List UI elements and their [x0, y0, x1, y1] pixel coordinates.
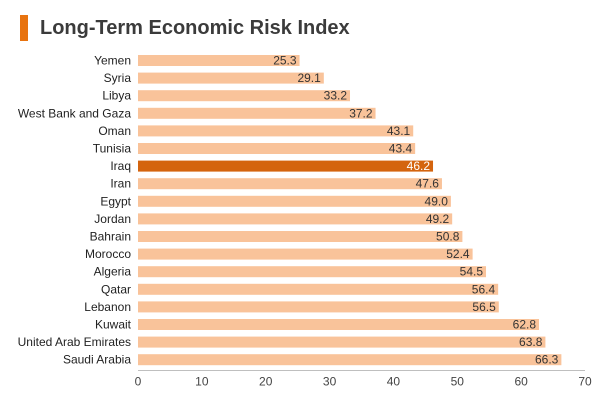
data-label: 62.8: [513, 318, 537, 332]
bar-jordan: [138, 213, 453, 225]
category-label: Egypt: [100, 194, 131, 208]
category-label: Syria: [104, 71, 132, 85]
x-tick-label: 70: [578, 375, 592, 389]
category-label: Iran: [110, 177, 131, 191]
category-label: Oman: [98, 124, 131, 138]
category-label: Iraq: [110, 159, 131, 173]
bar-bahrain: [138, 231, 463, 242]
category-label: Algeria: [94, 265, 132, 279]
data-label: 37.2: [349, 106, 373, 120]
category-label: Libya: [102, 89, 131, 103]
data-label: 56.5: [472, 300, 496, 314]
category-label: United Arab Emirates: [18, 335, 131, 349]
bar-united-arab-emirates: [138, 336, 546, 348]
bar-oman: [138, 125, 414, 137]
category-label: Qatar: [101, 282, 131, 296]
x-tick-label: 0: [135, 375, 142, 389]
title-accent-bar: [20, 15, 28, 41]
data-label: 46.2: [407, 159, 431, 173]
category-label: Kuwait: [95, 318, 132, 332]
category-label: Tunisia: [93, 142, 132, 156]
data-label: 52.4: [446, 247, 470, 261]
x-tick-label: 50: [451, 375, 465, 389]
data-label: 49.0: [425, 194, 449, 208]
category-label: Lebanon: [84, 300, 131, 314]
category-label: Bahrain: [90, 230, 131, 244]
bar-kuwait: [138, 319, 540, 330]
data-label: 56.4: [472, 282, 496, 296]
data-label: 50.8: [436, 230, 460, 244]
x-tick-label: 40: [387, 375, 401, 389]
data-label: 33.2: [324, 89, 348, 103]
bar-saudi-arabia: [138, 354, 562, 366]
bar-qatar: [138, 283, 499, 295]
x-tick-label: 60: [514, 375, 528, 389]
bar-yemen: [138, 55, 300, 66]
data-label: 29.1: [297, 71, 321, 85]
chart-title: Long-Term Economic Risk Index: [40, 16, 350, 39]
data-label: 49.2: [426, 212, 450, 226]
data-label: 54.5: [460, 265, 484, 279]
bar-iraq: [138, 160, 434, 172]
category-label: West Bank and Gaza: [18, 106, 132, 120]
bar-lebanon: [138, 301, 499, 313]
bar-iran: [138, 178, 442, 190]
x-tick-label: 20: [259, 375, 273, 389]
category-label: Morocco: [85, 247, 131, 261]
category-label: Jordan: [94, 212, 131, 226]
data-label: 66.3: [535, 353, 559, 367]
data-label: 43.1: [387, 124, 411, 138]
category-label: Saudi Arabia: [63, 353, 131, 367]
chart-title-group: Long-Term Economic Risk Index: [20, 15, 350, 41]
data-label: 63.8: [519, 335, 543, 349]
bar-syria: [138, 72, 324, 84]
x-tick-label: 10: [195, 375, 209, 389]
data-label: 25.3: [273, 54, 297, 68]
bar-algeria: [138, 266, 487, 278]
bar-egypt: [138, 195, 451, 207]
data-label: 43.4: [389, 142, 413, 156]
x-tick-label: 30: [323, 375, 337, 389]
bar-morocco: [138, 248, 473, 260]
bar-libya: [138, 90, 351, 102]
category-label: Yemen: [94, 54, 131, 68]
data-label: 47.6: [416, 177, 440, 191]
bar-west-bank-and-gaza: [138, 107, 376, 119]
bar-tunisia: [138, 143, 416, 154]
